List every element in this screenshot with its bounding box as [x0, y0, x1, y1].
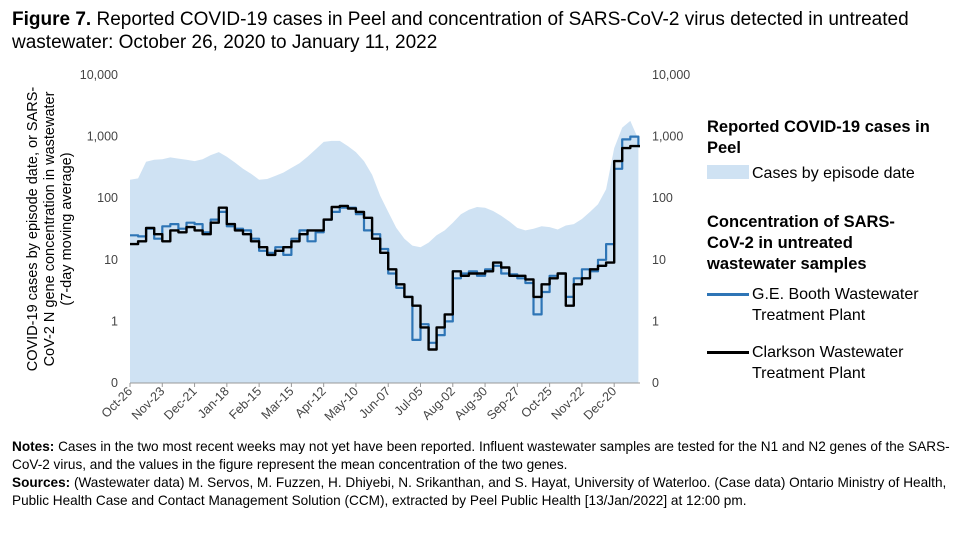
legend-cases-swatch: [707, 165, 749, 179]
x-tick-label: Jan-18: [195, 384, 232, 421]
x-tick-label: Nov-22: [549, 384, 587, 422]
legend-clarkson-item: Clarkson Wastewater Treatment Plant: [752, 344, 904, 382]
y-tick-label-left: 1,000: [87, 130, 118, 144]
legend-ww-heading: Concentration of SARS-CoV-2 in untreated…: [707, 213, 895, 273]
x-tick-label: Aug-02: [420, 384, 458, 422]
legend-cases-item: Cases by episode date: [752, 165, 915, 182]
x-tick-label: Sep-27: [484, 384, 522, 422]
wastewater-lines-layer: [130, 135, 640, 351]
legend-clarkson-swatch: [707, 351, 749, 354]
series-line-clarkson: [130, 144, 640, 351]
y-tick-label-left: 10: [104, 253, 118, 267]
legend-cases-heading: Reported COVID-19 cases in Peel: [707, 118, 930, 157]
figure-title-text: Reported COVID-19 cases in Peel and conc…: [12, 9, 909, 53]
x-tick-label: May-10: [322, 384, 361, 423]
y-tick-label-right: 1,000: [652, 130, 683, 144]
x-tick-label: Dec-20: [581, 384, 619, 422]
x-tick-label: Jun-07: [356, 384, 393, 421]
notes-label: Notes:: [12, 439, 55, 454]
figure-title: Figure 7. Reported COVID-19 cases in Pee…: [12, 8, 952, 54]
y-tick-label-right: 0: [652, 376, 659, 390]
y-tick-label-right: 10,000: [652, 68, 690, 82]
notes-block: Notes: Cases in the two most recent week…: [12, 438, 952, 510]
notes-text: Cases in the two most recent weeks may n…: [12, 439, 950, 472]
x-tick-label: Nov-23: [129, 384, 167, 422]
x-tick-label: Oct-25: [518, 384, 554, 420]
y-axis-label: COVID-19 cases by episode date, or SARS-…: [25, 87, 75, 372]
y-tick-label-right: 1: [652, 314, 659, 328]
x-tick-label: Mar-15: [259, 384, 297, 422]
sources-text: (Wastewater data) M. Servos, M. Fuzzen, …: [12, 475, 947, 508]
y-tick-label-right: 10: [652, 253, 666, 267]
y-tick-label-left: 1: [111, 314, 118, 328]
x-tick-label: Aug-30: [452, 384, 490, 422]
x-tick-label: Feb-15: [226, 384, 264, 422]
y-tick-label-left: 0: [111, 376, 118, 390]
figure-label: Figure 7.: [12, 9, 92, 30]
y-tick-label-left: 100: [97, 191, 118, 205]
legend-booth-swatch: [707, 293, 749, 296]
x-tick-label: Dec-21: [161, 384, 199, 422]
legend-booth-item: G.E. Booth Wastewater Treatment Plant: [752, 286, 919, 324]
y-tick-label-left: 10,000: [80, 68, 118, 82]
y-tick-label-right: 100: [652, 191, 673, 205]
sources-label: Sources:: [12, 475, 71, 490]
